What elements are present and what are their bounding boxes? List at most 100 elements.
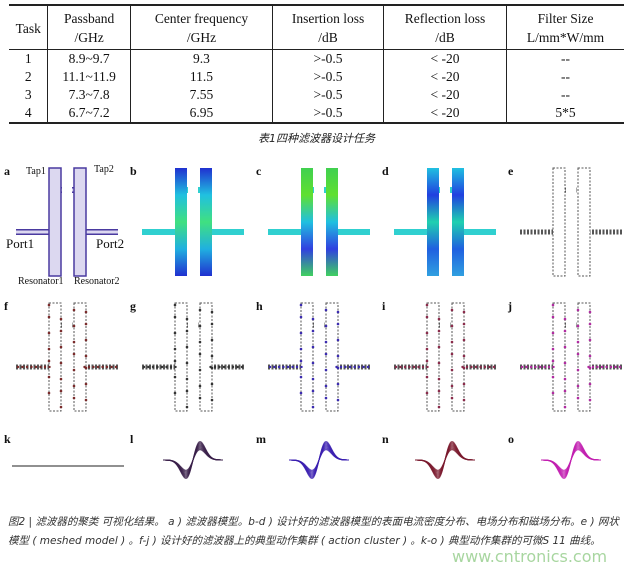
cluster-point [394,365,398,369]
cluster-point [462,354,466,358]
cluster-point [437,389,441,393]
cluster-point [552,365,555,369]
cluster-point [462,338,466,342]
cluster-point [474,365,478,369]
cluster-point [173,331,177,335]
cluster-point [101,365,104,369]
cluster-point [198,308,202,312]
cluster-point [534,365,537,369]
cluster-point [324,384,328,388]
cluster-point [299,315,303,319]
cluster-point [336,322,340,326]
cluster-point [299,303,303,307]
cluster-point [210,322,214,326]
panel-label: l [130,432,134,446]
resonator-2 [577,302,591,412]
cluster-point [59,329,63,333]
cluster-point [591,365,595,369]
cluster-point [576,324,580,328]
panel-label: c [256,164,262,178]
cluster-point [336,310,340,314]
table-cell: >-0.5 [272,86,384,104]
cluster-point [185,377,189,381]
cluster-point [173,359,177,363]
cluster-point [34,365,38,369]
panel-b: b [130,160,256,288]
cluster-point [563,317,567,321]
cluster-point [336,398,340,402]
cluster-point [84,338,88,342]
cluster-point [437,317,441,321]
cluster-point [576,340,580,344]
cluster-point [425,359,429,363]
cluster-point [529,365,533,369]
table-cell: 1 [24,51,32,66]
resonator-1 [427,168,439,276]
cluster-point [335,365,338,369]
cluster-point [324,324,328,328]
cluster-point [39,365,42,369]
resonator-1 [48,167,62,277]
cluster-point [185,361,189,365]
cluster-point [185,389,189,393]
s11-curves [415,440,475,480]
cluster-point [596,365,599,369]
cluster-point [605,365,608,369]
cluster-point [47,375,51,379]
cluster-point [291,365,294,369]
cluster-point [47,391,51,395]
resonator-2 [199,302,213,412]
cluster-point [576,368,580,372]
cluster-point [48,365,51,369]
panel-i: i [382,295,508,423]
cluster-point [169,365,173,369]
cluster-point [72,396,76,400]
cluster-point [348,365,352,369]
cluster-point [84,398,88,402]
cluster-point [538,365,542,369]
cluster-point [240,365,244,369]
cluster-point [185,405,189,409]
cluster-point [198,340,202,344]
resonator-2 [73,302,87,412]
cluster-point [551,359,555,363]
panel-label: j [508,299,512,313]
cluster-point [426,365,429,369]
filter-drawing [142,168,244,276]
cluster-point [492,365,496,369]
table-cell: 11.5 [129,68,273,86]
filter-design-tasks-table: Task Passband/GHz Center frequency/GHz Inse… [9,4,624,124]
panel-k: k [4,428,130,488]
table-cell: < -20 [382,49,507,68]
cluster-point [450,308,454,312]
cluster-point [437,361,441,365]
annotation-port2: Port2 [96,236,125,251]
cluster-point [450,368,454,372]
panel-label: f [4,299,8,313]
filter-drawing [268,302,370,412]
cluster-point [198,396,202,400]
cluster-point [174,365,177,369]
cluster-point [551,391,555,395]
filter-drawing [520,302,622,412]
cluster-point [462,398,466,402]
cluster-point [609,365,613,369]
panel-label: g [130,299,136,313]
cluster-point [173,391,177,395]
cluster-point [311,389,315,393]
column-header: Center frequency/GHz [129,5,273,50]
panel-j: j [508,295,633,423]
panel-label: d [382,164,389,178]
annotation-tap1: Tap1 [26,166,46,177]
cluster-point [30,365,33,369]
cluster-point [295,365,299,369]
cluster-point [425,375,429,379]
s11-curves [163,440,223,480]
cluster-point [300,365,303,369]
annotation-resonator2: Resonator2 [74,276,120,287]
annotation-port1: Port1 [6,236,35,251]
cluster-point [450,324,454,328]
cluster-point [173,303,177,307]
cluster-point [437,345,441,349]
cluster-point [311,317,315,321]
